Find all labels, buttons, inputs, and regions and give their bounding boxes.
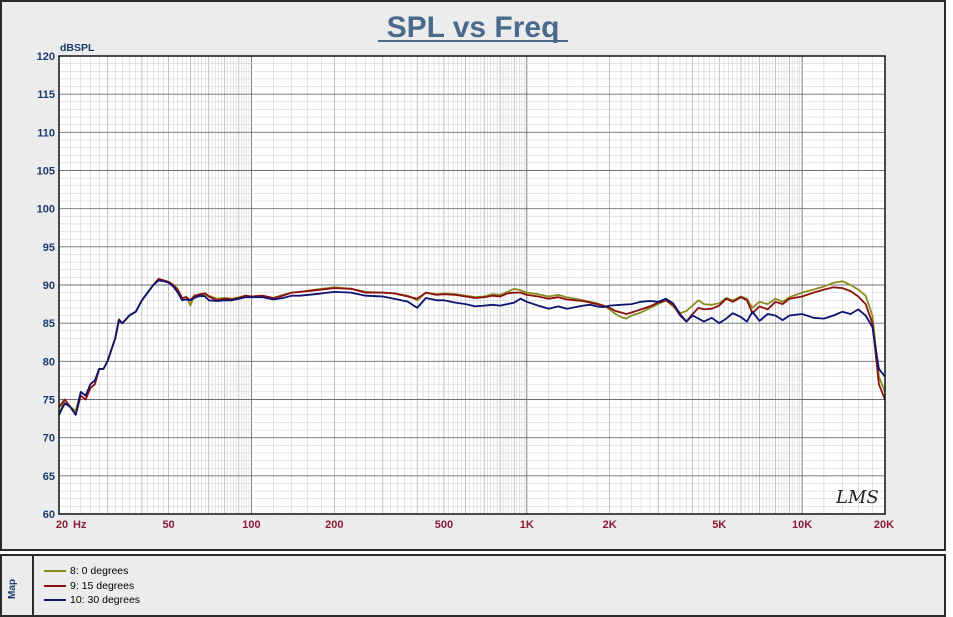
chart-title: SPL vs Freq bbox=[387, 11, 560, 44]
y-tick-label: 100 bbox=[37, 204, 55, 216]
legend-panel: Map 8: 0 degrees 9: 15 degrees 10: 30 de… bbox=[0, 554, 946, 617]
y-tick-label: 60 bbox=[43, 509, 55, 521]
legend-swatch bbox=[44, 599, 66, 602]
series-lines bbox=[58, 278, 886, 416]
x-tick-label: 5K bbox=[712, 519, 726, 531]
y-tick-label: 80 bbox=[43, 356, 55, 368]
x-tick-label: 50 bbox=[162, 519, 174, 531]
legend-label: 8: 0 degrees bbox=[70, 565, 129, 578]
legend-swatch bbox=[44, 584, 66, 587]
y-tick-label: 75 bbox=[43, 395, 55, 407]
y-tick-label: 115 bbox=[37, 89, 55, 101]
legend-item[interactable]: 9: 15 degrees bbox=[44, 579, 140, 594]
legend-label: 10: 30 degrees bbox=[70, 594, 141, 607]
x-tick-label: 100 bbox=[242, 519, 260, 531]
map-tab[interactable]: Map bbox=[2, 556, 34, 615]
y-tick-label: 110 bbox=[37, 127, 55, 139]
x-axis-unit-label: Hz bbox=[73, 519, 87, 531]
spl-chart: SPL vs Freq 120 115 110 105 100 95 90 85 80 75 70 6… bbox=[37, 11, 895, 531]
x-axis-ticks: 20 50 100 200 500 1K 2K 5K 10K 20K bbox=[56, 519, 894, 531]
plot-border bbox=[58, 55, 886, 515]
x-tick-label: 2K bbox=[603, 519, 617, 531]
legend-item[interactable]: 10: 30 degrees bbox=[44, 593, 140, 608]
series-line-10 bbox=[58, 279, 886, 416]
y-tick-label: 120 bbox=[37, 51, 55, 63]
x-tick-label: 20K bbox=[874, 519, 894, 531]
y-tick-label: 95 bbox=[43, 242, 55, 254]
legend-label: 9: 15 degrees bbox=[70, 579, 135, 592]
y-tick-label: 65 bbox=[43, 471, 55, 483]
y-axis-ticks: 120 115 110 105 100 95 90 85 80 75 70 65 60 bbox=[37, 51, 55, 521]
y-tick-label: 85 bbox=[43, 318, 55, 330]
x-tick-label: 200 bbox=[325, 519, 343, 531]
x-tick-label: 1K bbox=[520, 519, 534, 531]
map-label: Map bbox=[7, 579, 18, 599]
legend-item[interactable]: 8: 0 degrees bbox=[44, 564, 140, 579]
x-tick-label: 500 bbox=[435, 519, 453, 531]
y-tick-label: 105 bbox=[37, 166, 55, 178]
legend-list: 8: 0 degrees 9: 15 degrees 10: 30 degree… bbox=[44, 564, 140, 608]
y-tick-label: 70 bbox=[43, 433, 55, 445]
y-axis-label: dBSPL bbox=[60, 42, 95, 54]
x-tick-label: 10K bbox=[792, 519, 812, 531]
x-tick-label: 20 bbox=[56, 519, 68, 531]
lms-annotation: LMS bbox=[835, 487, 879, 508]
legend-swatch bbox=[44, 570, 66, 573]
y-tick-label: 90 bbox=[43, 280, 55, 292]
plot-grid bbox=[58, 55, 886, 515]
